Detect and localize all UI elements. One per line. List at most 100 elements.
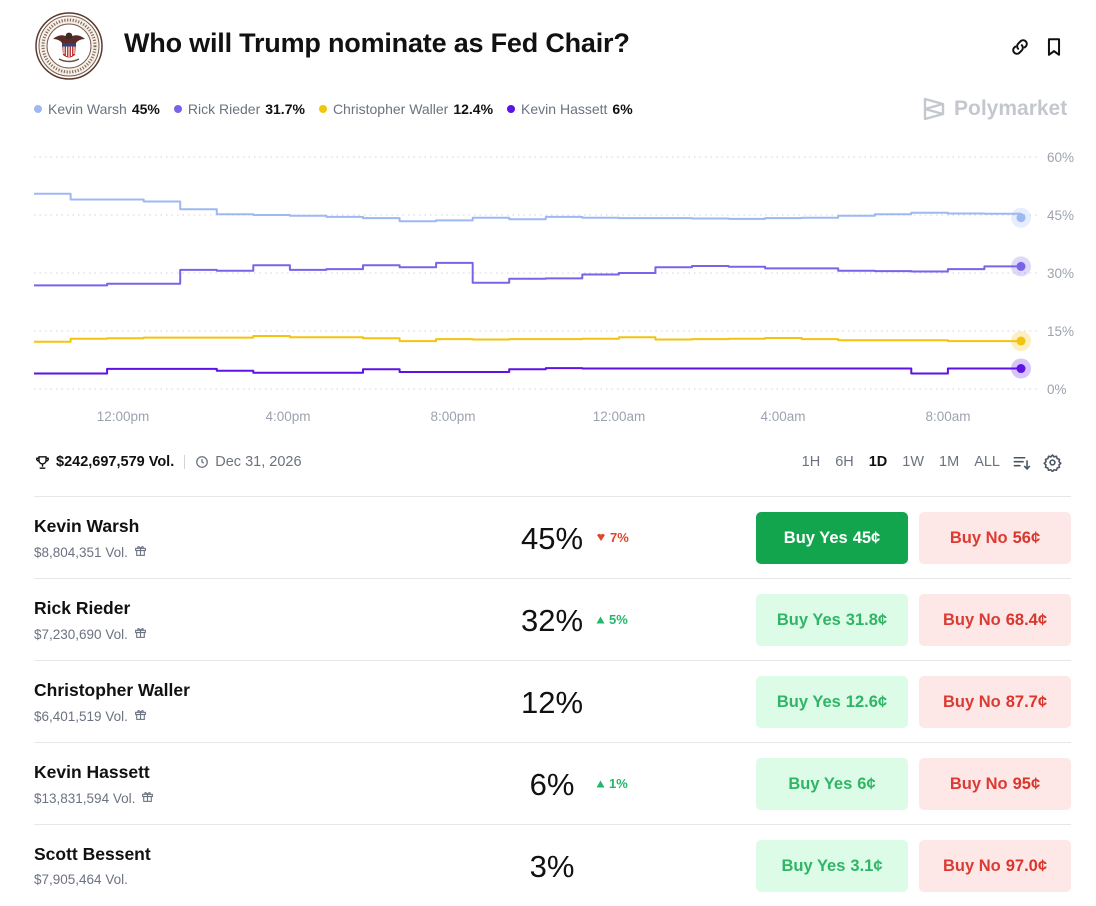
legend-name: Christopher Waller (332, 101, 449, 117)
buy-yes-price: 45¢ (852, 528, 881, 547)
outcome-volume: $7,905,464 Vol. (34, 872, 128, 887)
gift-icon (134, 708, 147, 724)
buy-no-label: Buy No (949, 774, 1008, 793)
buy-yes-button[interactable]: Buy Yes 12.6¢ (756, 676, 908, 728)
range-1w[interactable]: 1W (902, 454, 925, 470)
outcome-probability: 12% (520, 685, 584, 720)
range-1m[interactable]: 1M (939, 454, 960, 470)
page-title: Who will Trump nominate as Fed Chair? (124, 28, 630, 58)
brand-name: Polymarket (954, 97, 1068, 120)
buy-yes-button[interactable]: Buy Yes 6¢ (756, 758, 908, 810)
outcome-volume-text: $7,230,690 Vol. (34, 626, 128, 642)
down-arrow-icon (596, 533, 606, 542)
outcome-list: Kevin Warsh $8,804,351 Vol. 45% 7% Buy Yes 45… (34, 496, 1071, 906)
series-line (34, 335, 1021, 343)
legend-dot (507, 105, 516, 113)
outcome-name: Scott Bessent (34, 844, 151, 864)
chart-series (34, 192, 1031, 379)
range-all[interactable]: ALL (974, 454, 1000, 470)
change-value: 7% (610, 530, 629, 545)
probability-change: 1% (596, 776, 628, 791)
buy-yes-label: Buy Yes (788, 774, 853, 793)
buy-no-label: Buy No (942, 692, 1001, 711)
time-range-selector: 1H 6H 1D 1W 1M ALL (787, 452, 1062, 472)
trophy-icon (36, 455, 49, 469)
gift-icon (141, 790, 154, 806)
buy-yes-label: Buy Yes (776, 610, 841, 629)
legend-item: Christopher Waller 12.4% (318, 101, 494, 117)
outcome-row[interactable]: Scott Bessent $7,905,464 Vol. 3% Buy Yes 3.1… (34, 824, 1071, 906)
buy-yes-button[interactable]: Buy Yes 45¢ (756, 512, 908, 564)
chart-grid (34, 156, 1038, 390)
outcome-volume-text: $6,401,519 Vol. (34, 708, 128, 724)
buy-no-price: 95¢ (1012, 774, 1041, 793)
buy-no-button[interactable]: Buy No 95¢ (919, 758, 1071, 810)
buy-yes-price: 31.8¢ (845, 610, 888, 629)
buy-yes-price: 12.6¢ (845, 692, 888, 711)
outcome-name: Kevin Hassett (34, 762, 150, 782)
buy-no-label: Buy No (942, 856, 1001, 875)
legend-pct: 12.4% (453, 101, 494, 117)
probability-change: 5% (596, 612, 628, 627)
legend-pct: 31.7% (265, 101, 305, 117)
link-icon[interactable] (1009, 36, 1031, 58)
legend-dot (34, 105, 42, 113)
buy-no-button[interactable]: Buy No 87.7¢ (919, 676, 1071, 728)
polymarket-logo: Polymarket (922, 96, 1067, 122)
buy-no-button[interactable]: Buy No 56¢ (919, 512, 1071, 564)
outcome-row[interactable]: Christopher Waller $6,401,519 Vol. 12% Buy … (34, 660, 1071, 742)
total-volume: $242,697,579 Vol. (56, 454, 175, 470)
outcome-name: Christopher Waller (34, 680, 190, 700)
range-6h[interactable]: 6H (835, 454, 854, 470)
stats-divider (184, 455, 186, 469)
buy-yes-button[interactable]: Buy Yes 3.1¢ (756, 840, 908, 892)
buy-yes-price: 3.1¢ (850, 856, 883, 875)
legend-pct: 45% (131, 101, 160, 117)
outcome-row[interactable]: Kevin Warsh $8,804,351 Vol. 45% 7% Buy Yes 45… (34, 496, 1071, 578)
bookmark-icon[interactable] (1043, 36, 1065, 58)
probability-change: 7% (596, 530, 629, 545)
x-tick-label: 8:00am (925, 409, 970, 424)
federal-reserve-seal (35, 12, 103, 80)
clock-icon (196, 456, 209, 468)
buy-yes-button[interactable]: Buy Yes 31.8¢ (756, 594, 908, 646)
legend-name: Rick Rieder (187, 101, 261, 117)
y-tick-label: 0% (1047, 382, 1067, 397)
buy-no-button[interactable]: Buy No 68.4¢ (919, 594, 1071, 646)
polymarket-mark-icon (923, 97, 945, 121)
legend-name: Kevin Hassett (521, 101, 608, 117)
outcome-row[interactable]: Rick Rieder $7,230,690 Vol. 32% 5% Buy Yes 31… (34, 578, 1071, 660)
y-tick-label: 60% (1047, 150, 1074, 165)
series-end-dot (1016, 261, 1026, 271)
series-end-dot (1016, 336, 1026, 346)
buy-no-price: 87.7¢ (1005, 692, 1048, 711)
series-end-dot (1016, 213, 1026, 223)
sort-lines-icon[interactable] (1012, 453, 1031, 472)
range-1d[interactable]: 1D (868, 454, 888, 470)
up-arrow-icon (596, 616, 605, 624)
y-tick-label: 15% (1047, 324, 1074, 339)
series-end-dot (1016, 364, 1026, 374)
buy-no-price: 56¢ (1012, 528, 1041, 547)
legend-item: Kevin Hassett 6% (507, 101, 633, 117)
buy-no-label: Buy No (949, 528, 1008, 547)
y-tick-label: 30% (1047, 266, 1074, 281)
legend-pct: 6% (612, 101, 633, 117)
gift-icon (134, 544, 147, 560)
chart-legend: Kevin Warsh 45% Rick Rieder 31.7% Christophe… (34, 99, 647, 119)
up-arrow-icon (596, 780, 605, 788)
settings-gear-icon[interactable] (1043, 453, 1062, 472)
x-tick-label: 8:00pm (430, 409, 475, 424)
outcome-volume-text: $7,905,464 Vol. (34, 872, 128, 887)
range-1h[interactable]: 1H (801, 454, 821, 470)
buy-yes-label: Buy Yes (783, 528, 848, 547)
outcome-row[interactable]: Kevin Hassett $13,831,594 Vol. 6% 1% Buy Yes… (34, 742, 1071, 824)
series-line (34, 261, 1021, 287)
legend-name: Kevin Warsh (48, 101, 127, 117)
end-date: Dec 31, 2026 (215, 454, 302, 470)
outcome-name: Kevin Warsh (34, 516, 140, 536)
outcome-volume-text: $8,804,351 Vol. (34, 544, 128, 560)
buy-no-button[interactable]: Buy No 97.0¢ (919, 840, 1071, 892)
x-tick-label: 4:00am (760, 409, 805, 424)
buy-yes-label: Buy Yes (776, 692, 841, 711)
